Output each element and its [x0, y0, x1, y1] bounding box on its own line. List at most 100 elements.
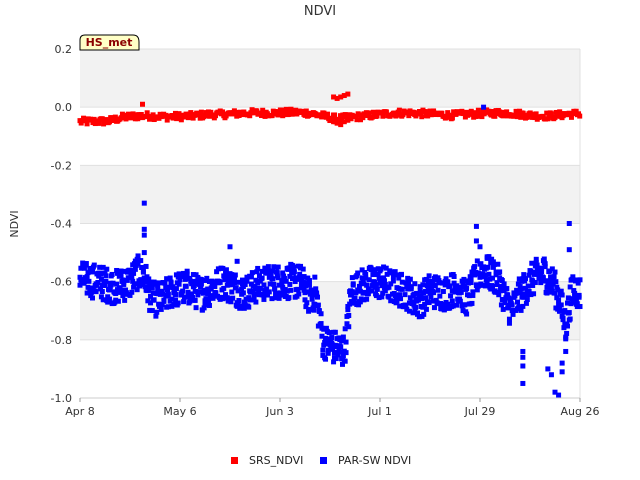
par-sw-ndvi-point — [149, 285, 155, 291]
srs-ndvi-point — [112, 114, 118, 120]
par-sw-ndvi-point — [484, 255, 490, 261]
par-sw-ndvi-point — [574, 301, 580, 307]
par-sw-ndvi-point — [120, 293, 126, 299]
legend-label-srs-ndvi: SRS_NDVI — [249, 454, 303, 467]
par-sw-ndvi-point — [229, 289, 235, 295]
srs-ndvi-point — [486, 108, 492, 114]
par-sw-ndvi-point — [138, 258, 144, 264]
par-sw-ndvi-point — [249, 270, 255, 276]
par-sw-ndvi-point — [264, 286, 270, 292]
par-sw-ndvi-point — [119, 288, 125, 294]
y-tick-label: -1.0 — [51, 392, 72, 405]
par-sw-ndvi-point — [271, 264, 277, 270]
par-sw-ndvi-point — [213, 290, 219, 296]
par-sw-ndvi-point — [420, 304, 426, 310]
par-sw-ndvi-point — [552, 290, 558, 296]
par-sw-ndvi-point — [363, 272, 369, 278]
par-sw-ndvi-point — [224, 295, 230, 301]
par-sw-ndvi-point — [330, 345, 336, 351]
par-sw-ndvi-point — [515, 281, 521, 287]
par-sw-ndvi-point — [364, 282, 370, 288]
par-sw-ndvi-point — [204, 275, 210, 281]
par-sw-ndvi-point — [181, 294, 187, 300]
par-sw-ndvi-point — [90, 295, 95, 301]
par-sw-ndvi-point — [574, 304, 580, 310]
srs-ndvi-point — [425, 113, 431, 119]
par-sw-ndvi-point — [343, 339, 349, 345]
par-sw-ndvi-point — [517, 290, 523, 296]
par-sw-ndvi-point — [103, 278, 109, 284]
par-sw-ndvi-point — [443, 276, 449, 282]
par-sw-ndvi-point — [542, 261, 548, 267]
par-sw-ndvi-point — [110, 280, 116, 286]
par-sw-ndvi-point — [259, 275, 265, 281]
par-sw-ndvi-point — [227, 275, 233, 281]
par-sw-ndvi-point — [427, 287, 433, 293]
srs-ndvi-point — [338, 122, 344, 128]
par-sw-ndvi-point — [190, 272, 196, 278]
par-sw-ndvi-point — [386, 284, 392, 290]
par-sw-ndvi-point — [251, 292, 257, 298]
par-sw-ndvi-point — [81, 279, 87, 285]
par-sw-ndvi-point — [244, 274, 250, 280]
par-sw-ndvi-point — [220, 265, 226, 271]
par-sw-ndvi-point — [498, 302, 504, 308]
par-sw-ndvi-point — [329, 335, 335, 341]
par-sw-ndvi-point — [357, 299, 363, 305]
par-sw-ndvi-point — [118, 268, 124, 274]
par-sw-ndvi-point — [105, 299, 111, 305]
par-sw-ndvi-point — [290, 264, 296, 270]
par-sw-ndvi-point — [568, 301, 574, 307]
par-sw-ndvi-point — [142, 279, 148, 285]
par-sw-ndvi-point — [506, 302, 512, 308]
par-sw-ndvi-point — [203, 296, 209, 302]
par-sw-ndvi-point — [321, 342, 327, 348]
par-sw-ndvi-point — [437, 280, 443, 286]
par-sw-ndvi-point — [428, 294, 434, 300]
srs-ndvi-point — [124, 114, 130, 120]
par-sw-ndvi-point — [253, 277, 259, 283]
par-sw-ndvi-point — [263, 265, 269, 271]
par-sw-ndvi-point — [103, 273, 109, 279]
par-sw-ndvi-point — [83, 261, 89, 267]
par-sw-ndvi-point — [89, 289, 95, 295]
par-sw-ndvi-point — [162, 280, 168, 286]
par-sw-ndvi-point — [288, 287, 294, 293]
par-sw-ndvi-point — [548, 279, 554, 285]
par-sw-ndvi-point — [526, 272, 532, 278]
par-sw-ndvi-point — [280, 270, 286, 276]
par-sw-ndvi-point — [167, 275, 173, 281]
par-sw-ndvi-point — [297, 271, 303, 277]
par-sw-ndvi-point — [97, 264, 103, 270]
par-sw-ndvi-point — [571, 288, 577, 294]
srs-ndvi-point — [84, 121, 90, 127]
par-sw-ndvi-point — [432, 274, 438, 280]
par-sw-ndvi-point — [132, 266, 138, 272]
par-sw-ndvi-point — [100, 297, 106, 303]
par-sw-ndvi-point — [226, 279, 232, 285]
y-axis-label: NDVI — [8, 210, 21, 237]
par-sw-ndvi-point — [405, 275, 411, 281]
par-sw-ndvi-point — [565, 295, 571, 301]
par-sw-ndvi-point — [161, 297, 167, 303]
par-sw-ndvi-point — [344, 321, 350, 327]
par-sw-ndvi-point — [370, 282, 376, 288]
par-sw-ndvi-point — [384, 271, 390, 277]
par-sw-ndvi-point — [494, 280, 500, 286]
par-sw-ndvi-point — [392, 269, 398, 275]
par-sw-ndvi-point — [173, 297, 179, 303]
par-sw-ndvi-point — [148, 279, 154, 285]
par-sw-ndvi-point — [185, 294, 191, 300]
par-sw-ndvi-point — [478, 261, 484, 267]
par-sw-ndvi-point — [185, 289, 191, 295]
par-sw-ndvi-point — [537, 274, 543, 280]
par-sw-ndvi-point — [506, 316, 512, 322]
par-sw-ndvi-point — [426, 273, 432, 279]
y-axis-ticks: 0.2 0.0 -0.2 -0.4 -0.6 -0.8 -1.0 — [51, 43, 72, 405]
par-sw-ndvi-point — [229, 272, 235, 278]
par-sw-ndvi-point — [539, 265, 545, 271]
station-badge: HS_met — [79, 34, 140, 51]
par-sw-ndvi-point — [181, 299, 187, 305]
par-sw-ndvi-point — [521, 272, 527, 278]
srs-ndvi-point — [497, 109, 503, 115]
